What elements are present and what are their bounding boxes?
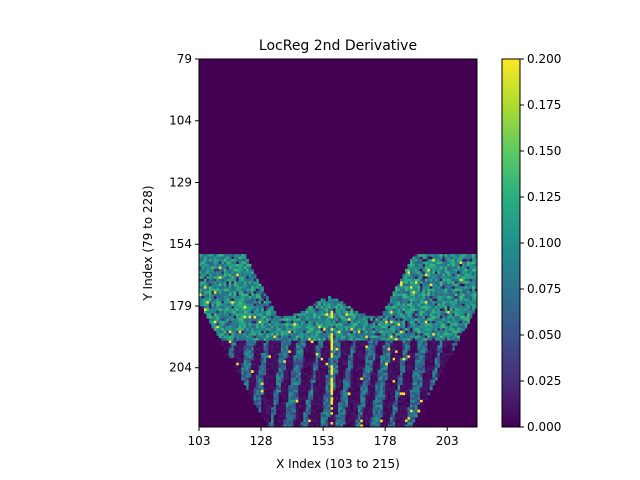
colorbar-tick-label: 0.125	[527, 190, 561, 204]
y-tick-label: 129	[169, 175, 192, 189]
x-axis-ticks: 103 128 153 178 203	[188, 427, 459, 448]
x-tick-label: 128	[250, 434, 273, 448]
plot-frame	[198, 58, 478, 428]
x-tick-label: 203	[436, 434, 459, 448]
y-tick-label: 154	[169, 237, 192, 251]
colorbar-tick-label: 0.175	[527, 98, 561, 112]
colorbar-tick-label: 0.075	[527, 282, 561, 296]
chart-title: LocReg 2nd Derivative	[259, 38, 417, 54]
colorbar-tick-label: 0.150	[527, 144, 561, 158]
y-axis-label: Y Index (79 to 228)	[141, 185, 155, 301]
x-tick-label: 153	[312, 434, 335, 448]
y-tick-label: 104	[169, 114, 192, 128]
colorbar-tick-label: 0.050	[527, 328, 561, 342]
colorbar-tick-label: 0.000	[527, 420, 561, 434]
x-axis-label: X Index (103 to 215)	[276, 457, 400, 471]
colorbar-tick-label: 0.025	[527, 374, 561, 388]
heatmap-image	[199, 59, 477, 427]
colorbar-ticks: 0.000 0.025 0.050 0.075 0.100 0.125 0.150 0.175…	[520, 52, 561, 434]
y-tick-label: 79	[177, 52, 192, 66]
y-axis-ticks: 79 104 129 154 179 204	[169, 52, 199, 375]
x-tick-label: 103	[188, 434, 211, 448]
y-tick-label: 204	[169, 361, 192, 375]
x-tick-label: 178	[374, 434, 397, 448]
colorbar	[501, 58, 521, 428]
colorbar-tick-label: 0.200	[527, 52, 561, 66]
y-tick-label: 179	[169, 299, 192, 313]
colorbar-tick-label: 0.100	[527, 236, 561, 250]
